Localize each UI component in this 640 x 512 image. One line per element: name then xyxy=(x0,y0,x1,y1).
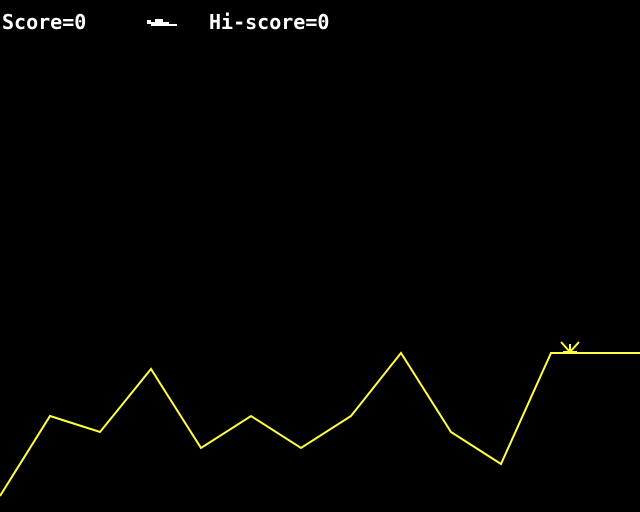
lander-ship-icon xyxy=(147,19,177,26)
score-display: Score=0 xyxy=(2,10,87,34)
landing-marker-icon xyxy=(560,341,580,353)
terrain-line xyxy=(0,351,640,497)
hiscore-display: Hi-score=0 xyxy=(209,10,330,34)
